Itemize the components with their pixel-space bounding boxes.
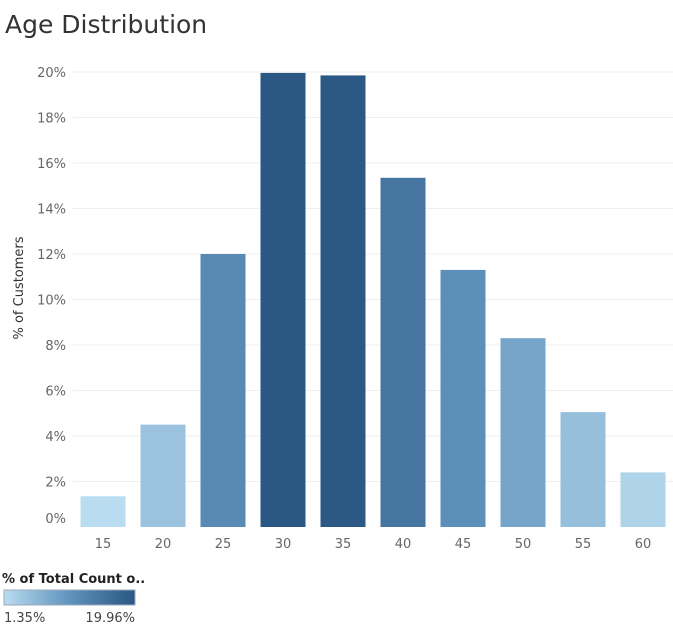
bar-60[interactable] <box>620 472 666 527</box>
y-tick-label: 14% <box>37 203 66 218</box>
y-tick-label: 16% <box>37 157 66 172</box>
chart-title: Age Distribution <box>5 10 207 39</box>
y-tick-label: 18% <box>37 112 66 127</box>
x-tick-label: 15 <box>95 537 112 552</box>
bar-15[interactable] <box>80 496 126 527</box>
legend-gradient-bar <box>3 589 136 606</box>
bar-55[interactable] <box>560 412 606 527</box>
color-legend: % of Total Count o.. 1.35% 19.96% <box>2 572 145 626</box>
x-tick-label: 20 <box>155 537 172 552</box>
y-tick-label: 20% <box>37 66 66 81</box>
x-tick-label: 50 <box>515 537 532 552</box>
x-tick-label: 35 <box>335 537 352 552</box>
y-tick-label: 12% <box>37 248 66 263</box>
x-tick-label: 45 <box>455 537 472 552</box>
bar-25[interactable] <box>200 254 246 527</box>
x-tick-label: 40 <box>395 537 412 552</box>
bars-group <box>80 72 666 527</box>
bar-50[interactable] <box>500 338 546 527</box>
y-axis-ticks: 0% 2% 4% 6% 8% 10% 12% 14% 16% 18% 20% <box>37 66 66 527</box>
y-tick-label: 2% <box>45 476 66 491</box>
bar-40[interactable] <box>380 177 426 527</box>
x-tick-label: 30 <box>275 537 292 552</box>
bar-30[interactable] <box>260 72 306 527</box>
bar-45[interactable] <box>440 269 486 527</box>
x-tick-label: 60 <box>635 537 652 552</box>
y-axis-label: % of Customers <box>12 236 27 339</box>
bar-35[interactable] <box>320 75 366 527</box>
legend-title: % of Total Count o.. <box>2 572 145 587</box>
legend-max-label: 19.96% <box>85 611 135 626</box>
x-tick-label: 25 <box>215 537 232 552</box>
x-axis-ticks: 15 20 25 30 35 40 45 50 55 60 <box>95 537 652 552</box>
x-tick-label: 55 <box>575 537 592 552</box>
y-tick-label: 10% <box>37 294 66 309</box>
y-tick-label: 6% <box>45 385 66 400</box>
y-tick-label: 0% <box>45 512 66 527</box>
bar-20[interactable] <box>140 424 186 527</box>
y-tick-label: 4% <box>45 430 66 445</box>
y-tick-label: 8% <box>45 339 66 354</box>
legend-min-label: 1.35% <box>4 611 45 626</box>
